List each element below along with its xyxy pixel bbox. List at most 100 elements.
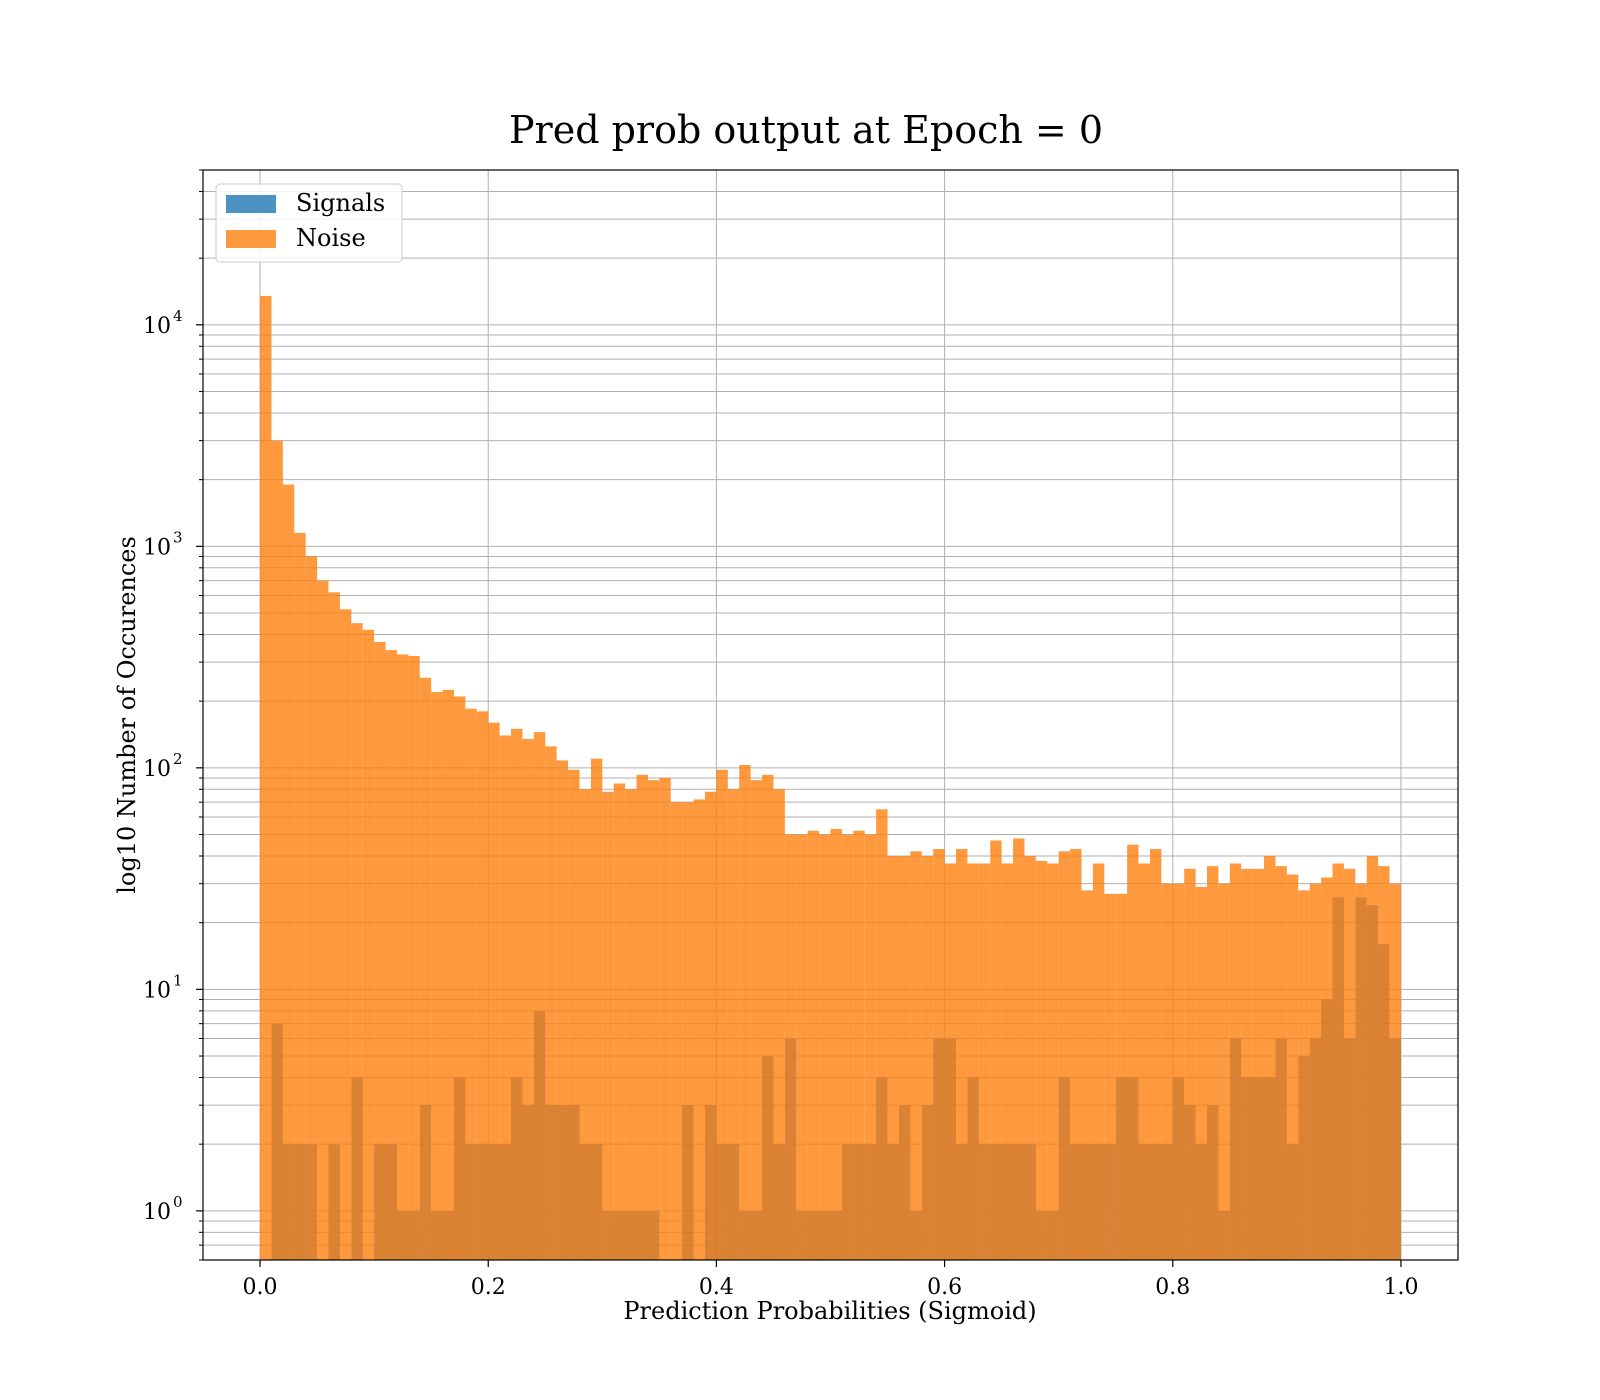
noise-bar	[1058, 851, 1071, 1260]
noise-bar	[602, 791, 614, 1260]
noise-bar	[933, 849, 945, 1260]
noise-bar	[442, 689, 454, 1260]
noise-bar	[374, 641, 386, 1260]
noise-bar	[739, 764, 751, 1260]
x-tick-label: 0.8	[1155, 1275, 1190, 1300]
noise-bar	[522, 738, 534, 1260]
noise-bar	[1138, 863, 1150, 1260]
noise-bar	[1332, 863, 1344, 1260]
noise-bar	[294, 532, 306, 1260]
noise-bar	[1001, 863, 1014, 1260]
noise-bar	[556, 760, 569, 1260]
noise-bar	[419, 677, 432, 1260]
noise-bar	[807, 830, 820, 1260]
noise-bar	[328, 592, 340, 1260]
noise-bar	[1127, 844, 1139, 1260]
noise-bar	[1104, 893, 1116, 1260]
noise-bar	[317, 580, 329, 1260]
noise-bar	[990, 840, 1002, 1260]
noise-bar	[465, 708, 477, 1260]
noise-bar	[796, 834, 808, 1260]
noise-bar	[1275, 866, 1287, 1260]
noise-bar	[841, 834, 854, 1260]
noise-bar	[887, 855, 899, 1260]
y-tick-exponent: 4	[173, 307, 183, 325]
noise-bar	[260, 295, 272, 1260]
noise-bar	[499, 735, 512, 1260]
noise-bar	[1321, 877, 1333, 1260]
noise-bar	[362, 629, 375, 1260]
noise-bar	[716, 769, 728, 1260]
noise-bar	[511, 728, 523, 1260]
noise-bar	[1149, 849, 1162, 1260]
noise-bar	[830, 828, 842, 1260]
noise-bar	[545, 746, 557, 1260]
noise-bar	[819, 834, 831, 1260]
noise-bar	[705, 791, 717, 1260]
noise-bar	[944, 863, 956, 1260]
noise-bar	[488, 722, 500, 1260]
x-tick-label: 0.2	[471, 1275, 506, 1300]
noise-bar	[682, 802, 694, 1260]
y-tick-exponent: 0	[173, 1193, 183, 1211]
noise-bar	[568, 769, 580, 1260]
noise-bar	[1172, 883, 1185, 1260]
y-tick-label: 10	[143, 978, 171, 1003]
noise-bar	[773, 789, 785, 1260]
noise-bar	[1264, 855, 1276, 1260]
noise-bar	[1343, 868, 1356, 1260]
noise-bar	[1195, 886, 1207, 1260]
noise-bar	[1286, 874, 1299, 1260]
plot-frame	[202, 169, 1459, 1261]
noise-bar	[305, 556, 318, 1260]
y-tick-label: 10	[143, 1200, 171, 1225]
noise-bar	[1366, 855, 1379, 1260]
noise-bar	[750, 780, 763, 1260]
noise-bar	[898, 855, 911, 1260]
noise-bar	[853, 830, 865, 1260]
noise-bar	[1355, 883, 1367, 1260]
noise-bar	[921, 855, 934, 1260]
legend: Signals Noise	[215, 183, 403, 263]
noise-bar	[978, 863, 991, 1260]
noise-bar	[1241, 868, 1253, 1260]
noise-bar	[339, 609, 352, 1260]
noise-bar	[762, 774, 774, 1260]
x-axis-ticks: 0.0 0.2 0.4 0.6 0.8 1.0	[243, 1260, 1418, 1300]
noise-bar	[1218, 883, 1230, 1260]
y-tick-label: 10	[143, 535, 171, 560]
noise-bar	[1081, 890, 1093, 1260]
x-tick-label: 0.4	[699, 1275, 734, 1300]
noise-bar	[1013, 838, 1025, 1260]
y-axis-label: log10 Number of Occurences	[113, 536, 141, 894]
legend-label-noise: Noise	[296, 224, 366, 252]
legend-swatch-signals	[226, 195, 276, 213]
noise-bar	[579, 789, 591, 1260]
y-tick-label: 10	[143, 314, 171, 339]
chart-title: Pred prob output at Epoch = 0	[509, 108, 1103, 152]
legend-swatch-noise	[226, 230, 276, 248]
noise-bar	[1229, 863, 1242, 1260]
noise-bar	[431, 691, 443, 1260]
noise-bar	[636, 774, 648, 1260]
noise-bar	[1035, 860, 1048, 1260]
noise-bar	[613, 783, 626, 1260]
noise-bar	[1024, 855, 1036, 1260]
x-tick-label: 1.0	[1383, 1275, 1418, 1300]
noise-bar	[1252, 868, 1265, 1260]
noise-bar	[476, 711, 489, 1260]
noise-bar	[1047, 863, 1059, 1260]
y-tick-exponent: 2	[173, 750, 183, 768]
noise-bar	[876, 809, 888, 1260]
noise-bar	[1115, 893, 1128, 1260]
noise-bar	[533, 732, 546, 1260]
noise-bar	[659, 777, 671, 1260]
y-tick-exponent: 1	[173, 971, 183, 989]
noise-bar	[1092, 863, 1105, 1260]
noise-bar	[670, 802, 683, 1260]
noise-bar	[625, 789, 637, 1260]
noise-bar	[396, 654, 409, 1260]
noise-bar	[647, 780, 660, 1260]
